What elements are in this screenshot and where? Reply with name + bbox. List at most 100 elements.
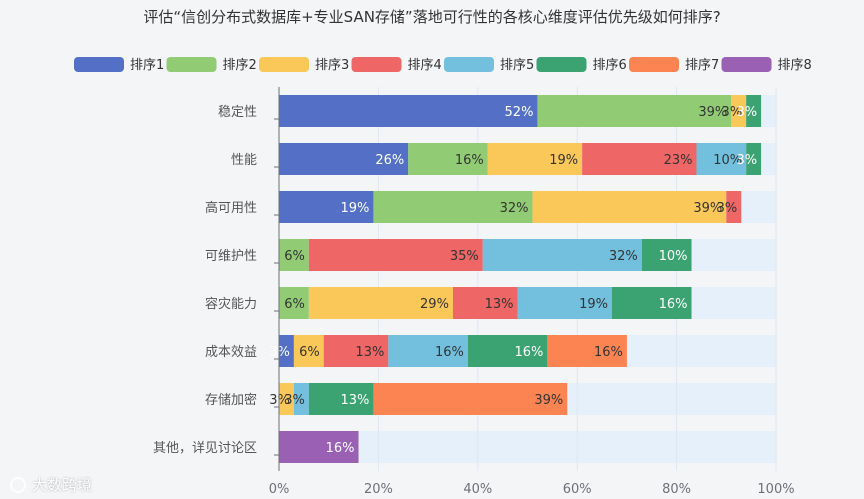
data-label: 52% <box>505 105 534 120</box>
legend-swatch <box>166 57 217 72</box>
data-label: 6% <box>299 345 320 360</box>
category-label: 稳定性 <box>218 104 257 120</box>
data-label: 32% <box>609 249 638 264</box>
x-tick-label: 0% <box>269 482 290 497</box>
legend-label: 排序7 <box>685 58 719 73</box>
data-label: 10% <box>659 249 688 264</box>
data-label: 3% <box>269 345 290 360</box>
bar-segment <box>279 335 294 367</box>
x-tick-label: 60% <box>563 482 592 497</box>
bar-segment <box>746 143 762 175</box>
legend-label: 排序1 <box>130 58 164 73</box>
bar-segment <box>373 191 533 223</box>
data-label: 3% <box>284 393 305 408</box>
chart-title: 评估“信创分布式数据库+专业SAN存储”落地可行性的各核心维度评估优先级如何排序… <box>143 8 721 26</box>
data-label: 26% <box>375 153 404 168</box>
legend-label: 排序4 <box>408 58 442 73</box>
bar-segment <box>323 335 389 367</box>
bar-segment <box>279 191 374 223</box>
data-label: 39% <box>693 201 722 216</box>
data-label: 19% <box>579 297 608 312</box>
x-tick-label: 20% <box>364 482 393 497</box>
data-label: 19% <box>341 201 370 216</box>
data-label: 39% <box>534 393 563 408</box>
data-label: 3% <box>736 153 757 168</box>
data-label: 13% <box>355 345 384 360</box>
bar-segment <box>279 383 294 415</box>
data-label: 39% <box>698 105 727 120</box>
legend-swatch <box>259 57 309 72</box>
data-label: 35% <box>450 249 479 264</box>
bar-segment <box>279 239 309 271</box>
data-label: 19% <box>549 153 578 168</box>
legend-label: 排序8 <box>778 58 812 73</box>
bar-segment <box>746 95 762 127</box>
data-label: 3% <box>722 105 743 120</box>
category-label: 成本效益 <box>205 345 257 360</box>
data-label: 3% <box>717 201 738 216</box>
bar-segment <box>696 143 747 175</box>
legend-item[interactable]: 排序3 <box>259 57 349 73</box>
legend-item[interactable]: 排序4 <box>351 57 442 73</box>
data-label: 16% <box>514 345 543 360</box>
legend-swatch <box>351 57 402 72</box>
bar-segment <box>293 335 324 367</box>
bar-segment <box>726 191 742 223</box>
bar-segment <box>279 431 359 463</box>
data-label: 10% <box>713 153 742 168</box>
category-label: 高可用性 <box>205 200 257 216</box>
legend-item[interactable]: 排序2 <box>166 57 257 73</box>
data-label: 29% <box>420 297 449 312</box>
bar-segment <box>279 143 409 175</box>
bar-segment <box>308 239 483 271</box>
legend-swatch <box>74 57 124 72</box>
legend-label: 排序3 <box>315 58 349 73</box>
x-tick-label: 80% <box>662 482 691 497</box>
data-label: 13% <box>341 393 370 408</box>
category-label: 其他，详见讨论区 <box>153 441 257 456</box>
data-label: 16% <box>435 345 464 360</box>
data-label: 13% <box>485 297 514 312</box>
data-label: 3% <box>269 393 290 408</box>
legend-swatch <box>629 57 679 72</box>
legend-item[interactable]: 排序1 <box>74 57 164 73</box>
bar-segment <box>279 287 309 319</box>
legend-swatch <box>536 57 587 72</box>
bar-segment <box>482 239 642 271</box>
bar-segment <box>487 143 583 175</box>
bar-track <box>279 431 776 463</box>
bar-segment <box>452 287 518 319</box>
legend-swatch <box>444 57 494 72</box>
category-label: 存储加密 <box>205 392 257 408</box>
legend-item[interactable]: 排序8 <box>721 57 812 73</box>
data-label: 16% <box>594 345 623 360</box>
category-label: 性能 <box>231 153 257 168</box>
legend-item[interactable]: 排序5 <box>444 57 534 73</box>
data-label: 32% <box>500 201 529 216</box>
watermark: 大数跨境 <box>10 474 92 495</box>
legend-item[interactable]: 排序6 <box>536 57 627 73</box>
legend-item[interactable]: 排序7 <box>629 57 719 73</box>
data-label: 23% <box>664 153 693 168</box>
watermark-logo-icon <box>10 476 26 493</box>
legend: 排序1 排序2 排序3 排序4 排序5 排序6 排序7 排序8 <box>74 57 812 73</box>
data-label: 16% <box>455 153 484 168</box>
bar-segment <box>582 143 697 175</box>
bar-segment <box>517 287 612 319</box>
category-label: 容灾能力 <box>205 296 257 312</box>
x-tick-label: 100% <box>757 482 794 497</box>
bar-segment <box>308 287 453 319</box>
category-label: 可维护性 <box>205 249 257 264</box>
bar-segment <box>308 383 374 415</box>
bar-segment <box>731 95 747 127</box>
legend-swatch <box>721 57 772 72</box>
legend-label: 排序5 <box>500 58 534 73</box>
bar-segment <box>373 383 568 415</box>
watermark-text: 大数跨境 <box>32 476 93 494</box>
legend-label: 排序2 <box>223 58 257 73</box>
bar-segment <box>467 335 548 367</box>
bar-segment <box>532 191 727 223</box>
bar-segment <box>408 143 488 175</box>
bar-segment <box>279 95 538 127</box>
